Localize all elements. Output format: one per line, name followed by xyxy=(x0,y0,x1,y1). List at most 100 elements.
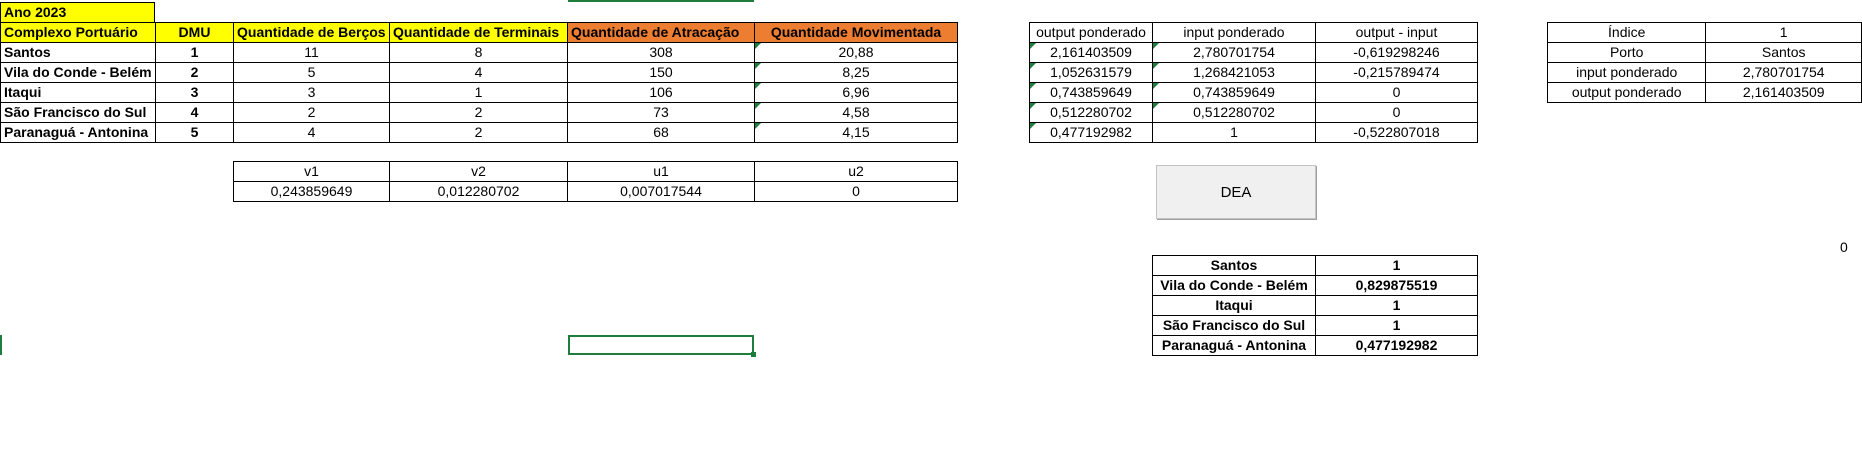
cell[interactable]: 8 xyxy=(389,42,568,63)
cell[interactable]: 0,743859649 xyxy=(1029,82,1153,103)
cell[interactable]: Vila do Conde - Belém xyxy=(0,62,156,83)
cell[interactable]: São Francisco do Sul xyxy=(1152,315,1316,336)
table-row: Porto Santos xyxy=(1546,42,1862,63)
cell[interactable]: Santos xyxy=(1705,42,1862,63)
title-cell[interactable]: Ano 2023 xyxy=(0,2,155,23)
cell[interactable]: -0,619298246 xyxy=(1315,42,1478,63)
cell[interactable]: 1 xyxy=(1315,255,1478,276)
table-row: 1,052631579 1,268421053 -0,215789474 xyxy=(1029,62,1478,83)
cell[interactable]: 1 xyxy=(1315,315,1478,336)
cell[interactable]: 73 xyxy=(567,102,755,123)
cell[interactable]: Itaqui xyxy=(1152,295,1316,316)
cell[interactable]: Porto xyxy=(1546,42,1707,63)
weighted-table: output ponderado input ponderado output … xyxy=(1029,22,1478,143)
cell[interactable]: -0,215789474 xyxy=(1315,62,1478,83)
cell[interactable]: 2,161403509 xyxy=(1029,42,1153,63)
table-row: 0,512280702 0,512280702 0 xyxy=(1029,102,1478,123)
cell[interactable]: 0 xyxy=(754,181,958,202)
cell[interactable]: Santos xyxy=(1152,255,1316,276)
table-row: Vila do Conde - Belém 0,829875519 xyxy=(1152,275,1478,296)
cell[interactable]: Itaqui xyxy=(0,82,156,103)
header-u2[interactable]: u2 xyxy=(754,161,958,182)
cell[interactable]: 11 xyxy=(233,42,390,63)
cell[interactable]: 106 xyxy=(567,82,755,103)
cell[interactable]: 0,512280702 xyxy=(1152,102,1316,123)
cell[interactable]: 0,512280702 xyxy=(1029,102,1153,123)
cell[interactable]: 0,243859649 xyxy=(233,181,390,202)
header-u1[interactable]: u1 xyxy=(567,161,755,182)
cell[interactable]: 0,477192982 xyxy=(1029,122,1153,143)
cell[interactable]: Paranaguá - Antonina xyxy=(1152,335,1316,356)
cell[interactable]: 4 xyxy=(389,62,568,83)
cell[interactable]: 1,052631579 xyxy=(1029,62,1153,83)
cell[interactable]: 4,58 xyxy=(754,102,958,123)
cell[interactable]: 3 xyxy=(233,82,390,103)
cell[interactable]: 150 xyxy=(567,62,755,83)
cell[interactable]: 2 xyxy=(233,102,390,123)
header-v1[interactable]: v1 xyxy=(233,161,390,182)
table-row: 0,243859649 0,012280702 0,007017544 0 xyxy=(233,181,958,202)
cell[interactable]: 0,012280702 xyxy=(389,181,568,202)
cell[interactable]: 4 xyxy=(155,102,234,123)
table-row: Paranaguá - Antonina 5 4 2 68 4,15 xyxy=(0,122,958,143)
dea-button[interactable]: DEA xyxy=(1156,165,1316,219)
cell[interactable]: 8,25 xyxy=(754,62,958,83)
cell[interactable]: 2 xyxy=(389,102,568,123)
header-complexo[interactable]: Complexo Portuário xyxy=(0,22,156,43)
header-output-input[interactable]: output - input xyxy=(1315,22,1478,43)
cell[interactable]: 1 xyxy=(1152,122,1316,143)
cell[interactable]: Vila do Conde - Belém xyxy=(1152,275,1316,296)
cell[interactable]: Santos xyxy=(0,42,156,63)
table-row: Itaqui 3 3 1 106 6,96 xyxy=(0,82,958,103)
cell[interactable]: 0,829875519 xyxy=(1315,275,1478,296)
cell[interactable]: 5 xyxy=(155,122,234,143)
weighted-header-row: output ponderado input ponderado output … xyxy=(1029,22,1478,43)
cell[interactable]: 2 xyxy=(155,62,234,83)
title-cell-table: Ano 2023 xyxy=(0,2,155,23)
cell[interactable]: 68 xyxy=(567,122,755,143)
header-bercos[interactable]: Quantidade de Berços xyxy=(233,22,390,43)
cell[interactable]: output ponderado xyxy=(1546,82,1707,103)
cell[interactable]: 1 xyxy=(1315,295,1478,316)
table-row: São Francisco do Sul 1 xyxy=(1152,315,1478,336)
cell[interactable]: 1 xyxy=(155,42,234,63)
cell[interactable]: São Francisco do Sul xyxy=(0,102,156,123)
header-v2[interactable]: v2 xyxy=(389,161,568,182)
cell[interactable]: Paranaguá - Antonina xyxy=(0,122,156,143)
table-row: Itaqui 1 xyxy=(1152,295,1478,316)
cell[interactable]: 0 xyxy=(1315,82,1478,103)
cell[interactable]: -0,522807018 xyxy=(1315,122,1478,143)
cell[interactable]: 4,15 xyxy=(754,122,958,143)
cell[interactable]: 6,96 xyxy=(754,82,958,103)
header-output-ponderado[interactable]: output ponderado xyxy=(1029,22,1153,43)
cell[interactable]: 308 xyxy=(567,42,755,63)
header-dmu[interactable]: DMU xyxy=(155,22,234,43)
cell[interactable]: 5 xyxy=(233,62,390,83)
cell[interactable]: 0,007017544 xyxy=(567,181,755,202)
cell[interactable]: 2,161403509 xyxy=(1705,82,1862,103)
main-table-header-row: Complexo Portuário DMU Quantidade de Ber… xyxy=(0,22,958,43)
cell[interactable]: 1,268421053 xyxy=(1152,62,1316,83)
header-terminais[interactable]: Quantidade de Terminais xyxy=(389,22,568,43)
header-atracacao[interactable]: Quantidade de Atracação xyxy=(567,22,755,43)
header-movimentada[interactable]: Quantidade Movimentada xyxy=(754,22,958,43)
stray-cell-value[interactable]: 0 xyxy=(1840,239,1848,255)
cell[interactable]: Índice xyxy=(1546,22,1707,43)
table-row: São Francisco do Sul 4 2 2 73 4,58 xyxy=(0,102,958,123)
cell[interactable]: 20,88 xyxy=(754,42,958,63)
cell[interactable]: 0,743859649 xyxy=(1152,82,1316,103)
cell[interactable]: 1 xyxy=(389,82,568,103)
selected-cell[interactable] xyxy=(568,335,756,357)
cell[interactable]: 2,780701754 xyxy=(1705,62,1862,83)
cell[interactable]: 0,477192982 xyxy=(1315,335,1478,356)
cell[interactable]: 4 xyxy=(233,122,390,143)
table-row: Índice 1 xyxy=(1546,22,1862,43)
cell[interactable]: 2,780701754 xyxy=(1152,42,1316,63)
cell[interactable]: 0 xyxy=(1315,102,1478,123)
cell[interactable]: input ponderado xyxy=(1546,62,1707,83)
header-input-ponderado[interactable]: input ponderado xyxy=(1152,22,1316,43)
cell[interactable]: 3 xyxy=(155,82,234,103)
cell[interactable]: 2 xyxy=(389,122,568,143)
cell[interactable]: 1 xyxy=(1705,22,1862,43)
table-row: 2,161403509 2,780701754 -0,619298246 xyxy=(1029,42,1478,63)
